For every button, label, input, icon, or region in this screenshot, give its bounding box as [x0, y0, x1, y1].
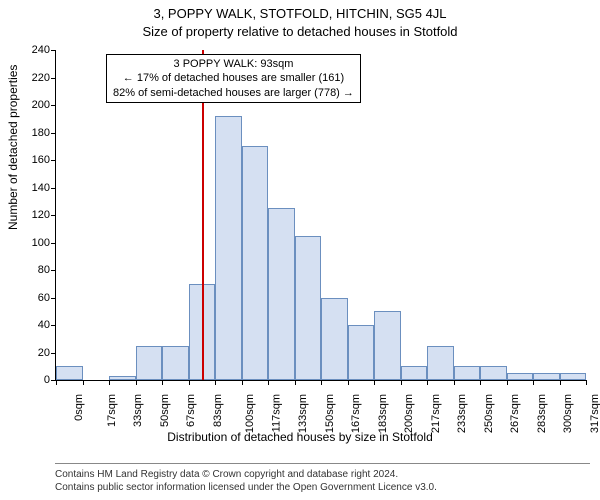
annotation-line: 82% of semi-detached houses are larger (…: [113, 86, 354, 100]
y-tick-label: 140: [25, 182, 50, 194]
y-tick-label: 200: [25, 99, 50, 111]
footer-line2: Contains public sector information licen…: [55, 481, 590, 494]
x-tick-label: 0sqm: [73, 394, 85, 421]
bar: [348, 325, 375, 380]
x-tick-label: 167sqm: [350, 394, 362, 433]
y-axis-label: Number of detached properties: [6, 65, 20, 230]
bar: [215, 116, 242, 380]
bar: [480, 366, 507, 380]
bar: [321, 298, 348, 381]
bar: [162, 346, 189, 380]
x-tick-label: 150sqm: [324, 394, 336, 433]
x-tick-label: 233sqm: [456, 394, 468, 433]
x-tick-label: 300sqm: [562, 394, 574, 433]
x-tick-label: 117sqm: [270, 394, 282, 432]
x-tick-label: 17sqm: [106, 394, 118, 427]
y-tick-label: 100: [25, 237, 50, 249]
bar: [427, 346, 454, 380]
y-tick-label: 240: [25, 44, 50, 56]
plot-area: 3 POPPY WALK: 93sqm← 17% of detached hou…: [55, 50, 586, 381]
y-tick-label: 180: [25, 127, 50, 139]
annotation-line: 3 POPPY WALK: 93sqm: [113, 57, 354, 71]
bar: [560, 373, 587, 380]
bar: [295, 236, 322, 380]
y-tick-label: 60: [25, 292, 50, 304]
x-tick-label: 183sqm: [377, 394, 389, 433]
annotation-line: ← 17% of detached houses are smaller (16…: [113, 71, 354, 85]
y-tick-label: 220: [25, 72, 50, 84]
y-tick-label: 160: [25, 154, 50, 166]
x-tick-label: 83sqm: [212, 394, 224, 427]
bar: [109, 376, 136, 380]
footer-line1: Contains HM Land Registry data © Crown c…: [55, 468, 590, 481]
x-tick-label: 67sqm: [185, 394, 197, 427]
x-tick-label: 100sqm: [244, 394, 256, 433]
bar: [268, 208, 295, 380]
bar: [401, 366, 428, 380]
y-tick-label: 0: [25, 374, 50, 386]
footer: Contains HM Land Registry data © Crown c…: [55, 463, 590, 494]
y-tick-label: 20: [25, 347, 50, 359]
annotation-box: 3 POPPY WALK: 93sqm← 17% of detached hou…: [106, 54, 361, 103]
chart-title-line2: Size of property relative to detached ho…: [0, 24, 600, 39]
x-tick-label: 217sqm: [430, 394, 442, 433]
y-tick-label: 80: [25, 264, 50, 276]
bar: [454, 366, 481, 380]
bar: [136, 346, 163, 380]
x-tick-label: 133sqm: [297, 394, 309, 433]
x-tick-label: 267sqm: [509, 394, 521, 433]
bar: [533, 373, 560, 380]
y-tick-label: 120: [25, 209, 50, 221]
chart-title-line1: 3, POPPY WALK, STOTFOLD, HITCHIN, SG5 4J…: [0, 6, 600, 21]
x-tick-label: 317sqm: [589, 394, 600, 433]
x-tick-label: 50sqm: [159, 394, 171, 427]
bar: [242, 146, 269, 380]
x-tick-label: 283sqm: [536, 394, 548, 433]
x-tick-label: 200sqm: [403, 394, 415, 433]
bar: [374, 311, 401, 380]
bar: [507, 373, 534, 380]
y-tick-label: 40: [25, 319, 50, 331]
bar: [56, 366, 83, 380]
x-tick-label: 33sqm: [132, 394, 144, 427]
x-tick-label: 250sqm: [483, 394, 495, 433]
